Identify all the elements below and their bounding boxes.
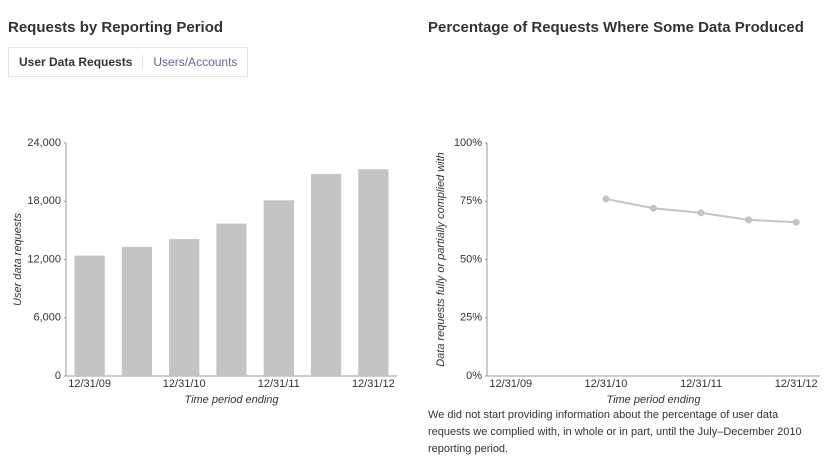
tabs: User Data Requests Users/Accounts [8,47,249,77]
note: We did not start providing information a… [428,409,802,455]
y-tick-label: 75% [460,195,482,207]
y-tick-label: 25% [460,312,482,324]
point [697,209,705,217]
bar [169,239,200,376]
y-tick-label: 0% [466,370,482,382]
x-tick-label: 12/31/11 [258,378,300,390]
point [650,204,657,212]
bar [74,255,105,376]
point [792,218,800,226]
y-axis-label: Data requests fully or partially complie… [435,152,447,367]
y-tick-label: 12,000 [27,253,61,265]
tab[interactable]: Users/Accounts [153,55,238,69]
chart-title: Percentage of Requests Where Some Data P… [428,19,804,36]
bar [121,246,153,376]
y-tick-label: 50% [460,253,482,265]
x-tick-label: 12/31/12 [775,378,818,390]
y-tick-label: 100% [454,137,482,149]
y-tick-label: 18,000 [27,195,61,207]
y-tick-label: 6,000 [33,312,61,324]
x-tick-label: 12/31/12 [352,378,395,390]
x-tick-label: 12/31/09 [489,378,532,390]
y-axis-label: User data requests [12,213,24,306]
x-tick-label: 12/31/09 [68,378,111,390]
bar [358,169,389,376]
point [745,216,753,224]
chart-title: Requests by Reporting Period [8,19,223,36]
bar [216,223,247,376]
x-tick-label: 12/31/10 [163,378,206,390]
x-tick-label: 12/31/11 [680,378,722,390]
tab[interactable]: User Data Requests [9,55,144,69]
y-tick-label: 24,000 [27,137,61,149]
point [602,195,610,203]
x-tick-label: 12/31/10 [585,378,628,390]
y-tick-label: 0 [55,370,61,382]
bar [263,200,294,376]
bar [310,174,342,376]
x-axis-label: Time period ending [606,394,701,406]
x-axis-label: Time period ending [184,394,279,406]
